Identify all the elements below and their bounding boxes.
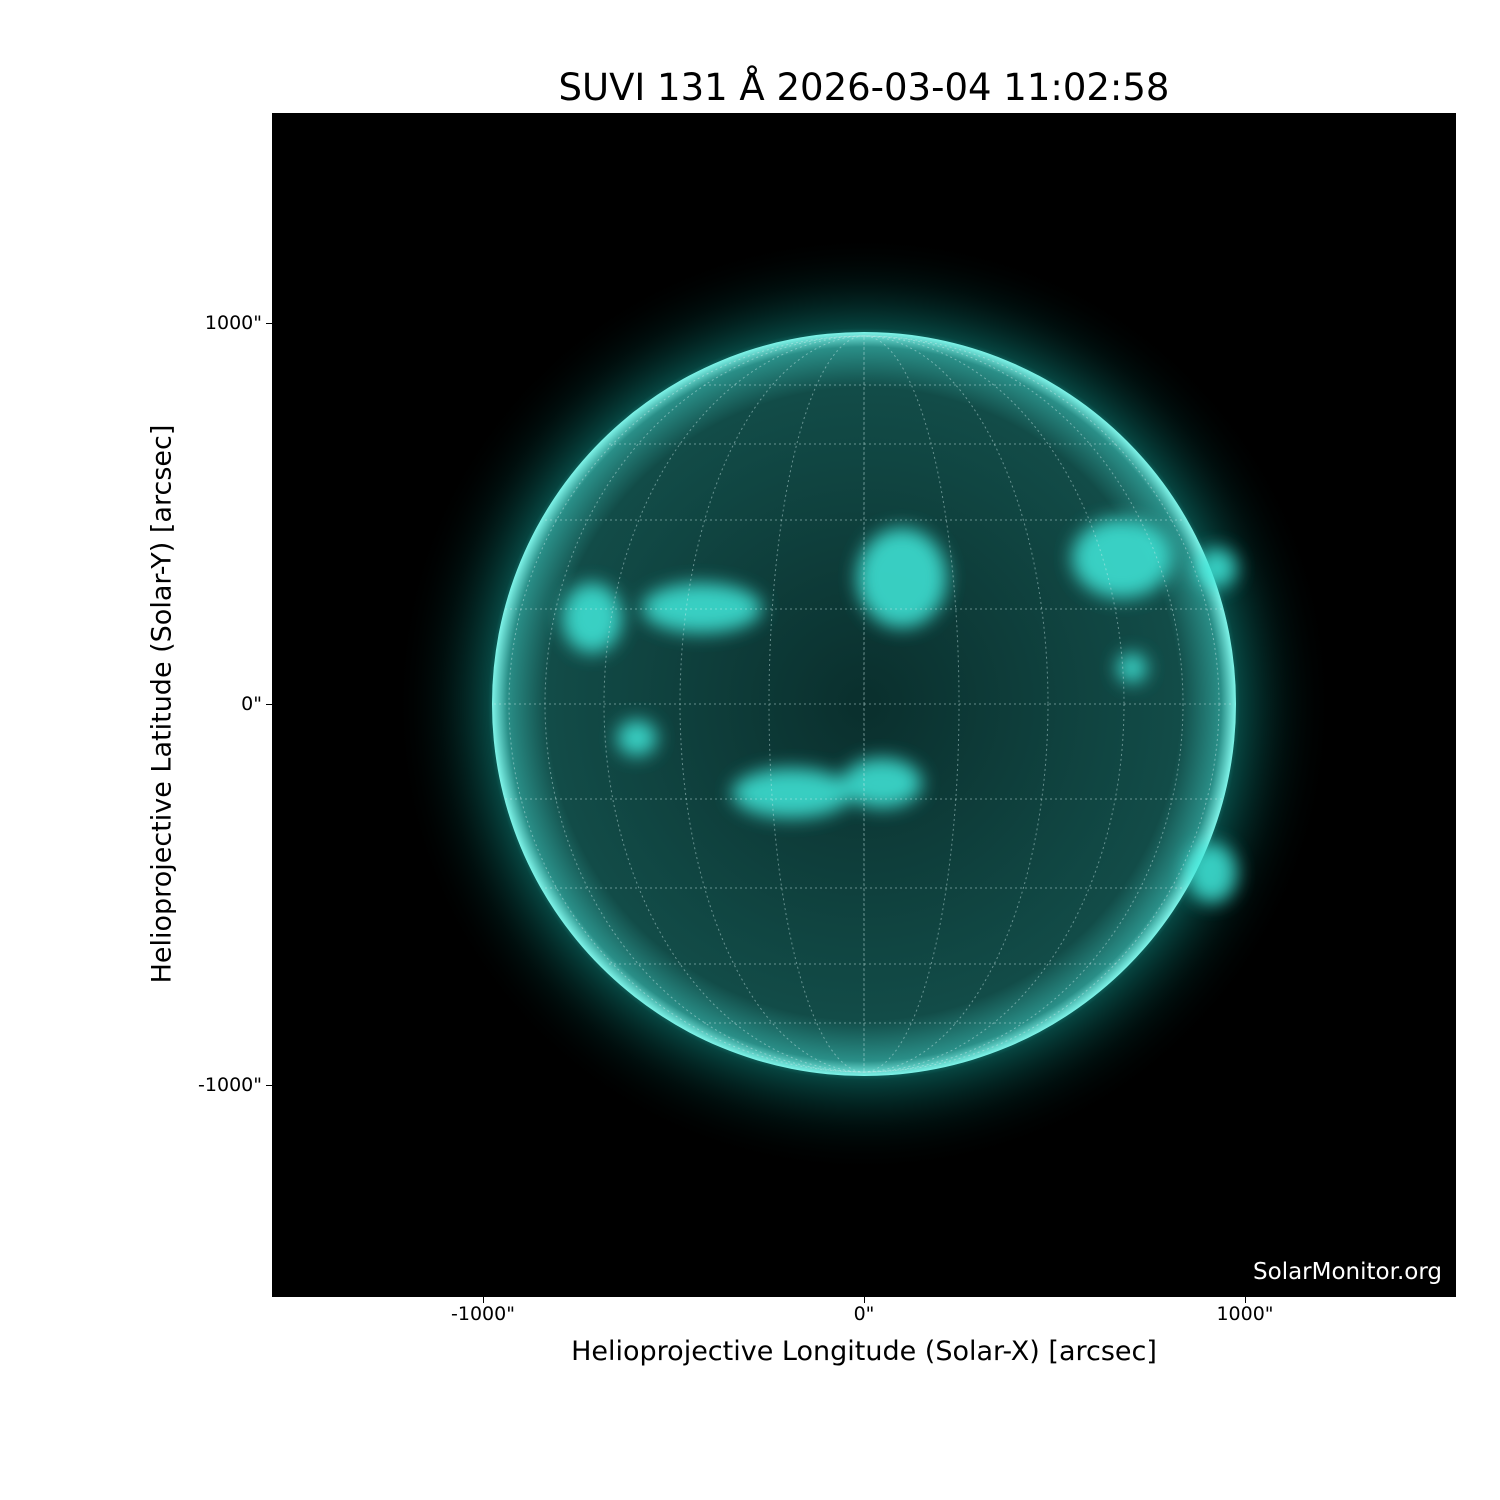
x-tick-mark <box>864 1297 865 1303</box>
x-tick-mark <box>1245 1297 1246 1303</box>
y-tick-label: 0" <box>241 693 262 715</box>
y-tick-mark <box>266 704 272 705</box>
x-axis-label: Helioprojective Longitude (Solar-X) [arc… <box>571 1336 1157 1367</box>
solar-disk <box>492 332 1236 1076</box>
coordinate-grid <box>494 335 1234 1073</box>
active-regions <box>562 518 1237 903</box>
y-axis-label: Helioprojective Latitude (Solar-Y) [arcs… <box>146 424 178 984</box>
watermark: SolarMonitor.org <box>1253 1259 1442 1285</box>
x-tick-label: 1000" <box>1216 1303 1274 1325</box>
sun-image <box>394 234 1334 1174</box>
y-tick-mark <box>266 323 272 324</box>
x-tick-mark <box>483 1297 484 1303</box>
y-tick-mark <box>266 1085 272 1086</box>
x-tick-label: -1000" <box>451 1303 515 1325</box>
y-tick-label: -1000" <box>198 1074 262 1096</box>
plot-title: SUVI 131 Å 2026-03-04 11:02:58 <box>558 66 1170 109</box>
y-tick-label: 1000" <box>204 312 262 334</box>
x-tick-label: 0" <box>853 1303 875 1325</box>
solar-image-axes: SolarMonitor.org <box>272 113 1456 1297</box>
